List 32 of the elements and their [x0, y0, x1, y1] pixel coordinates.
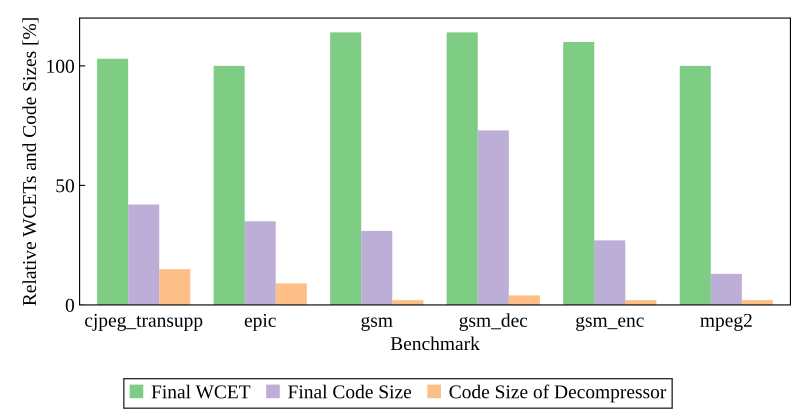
- bar: [478, 130, 509, 305]
- bar: [159, 269, 190, 305]
- legend-label: Code Size of Decompressor: [450, 384, 666, 402]
- bar: [742, 300, 773, 305]
- x-tick-label: gsm: [361, 316, 393, 331]
- bar: [392, 300, 424, 305]
- bar: [330, 32, 362, 305]
- y-tick-label: 50: [56, 179, 74, 192]
- bar: [446, 32, 478, 305]
- bar: [625, 300, 656, 305]
- bar: [128, 204, 160, 305]
- x-axis-title: Benchmark: [390, 336, 480, 350]
- bar: [680, 66, 711, 305]
- bar: [710, 274, 742, 305]
- bar: [594, 240, 626, 305]
- x-tick-label: cjpeg_transupp: [85, 314, 202, 331]
- x-tick-label: gsm_dec: [460, 313, 528, 331]
- x-tick-label: mpeg2: [700, 314, 752, 331]
- bar: [508, 295, 540, 305]
- bar: [563, 42, 594, 305]
- legend-label: Final WCET: [152, 384, 250, 398]
- bar: [276, 283, 307, 305]
- y-tick-label: 100: [47, 60, 74, 73]
- y-axis-title: Relative WCETs and Code Sizes [%]: [22, 18, 38, 306]
- x-tick-label: epic: [244, 314, 276, 331]
- legend-label: Final Code Size: [288, 384, 412, 398]
- x-tick-label: gsm_enc: [576, 316, 644, 331]
- bar: [361, 230, 392, 305]
- bar: [244, 221, 276, 305]
- y-tick-label: 0: [66, 298, 74, 312]
- bar: [97, 58, 128, 305]
- bar: [214, 66, 245, 305]
